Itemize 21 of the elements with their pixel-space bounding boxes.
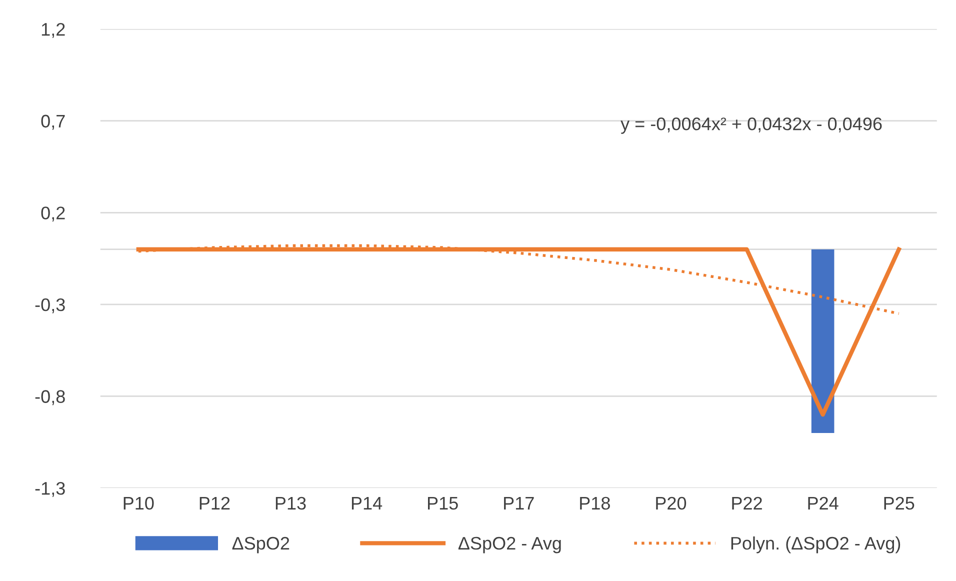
y-tick-label: 0,2: [41, 206, 65, 222]
y-tick-label: 0,7: [41, 114, 65, 130]
x-tick-label: P24: [808, 496, 838, 510]
annotation: y = -0,0064x² + 0,0432x - 0,0496: [620, 118, 882, 134]
x-tick-label: P18: [580, 496, 610, 510]
x-tick-label: P15: [428, 497, 458, 510]
x-tick-label: P20: [656, 496, 686, 510]
y-tick-label: -0,8: [35, 390, 65, 406]
y-tick-label: -0,3: [35, 298, 65, 314]
x-tick-label: P13: [276, 496, 306, 510]
legend-label: ΔSpO2 - Avg: [458, 536, 561, 554]
x-tick-label: P10: [124, 496, 154, 510]
y-tick-label: 1,2: [42, 22, 65, 38]
x-tick-label: P17: [504, 497, 534, 510]
x-tick-label: P12: [200, 496, 230, 510]
x-tick-label: P14: [352, 497, 382, 510]
x-tick-label: P22: [732, 496, 762, 510]
legend-label: ΔSpO2: [232, 536, 290, 554]
x-tick-label: P25: [884, 496, 914, 510]
y-tick-label: -1,3: [35, 482, 65, 497]
legend-label: Polyn. (ΔSpO2 - Avg): [731, 536, 900, 554]
